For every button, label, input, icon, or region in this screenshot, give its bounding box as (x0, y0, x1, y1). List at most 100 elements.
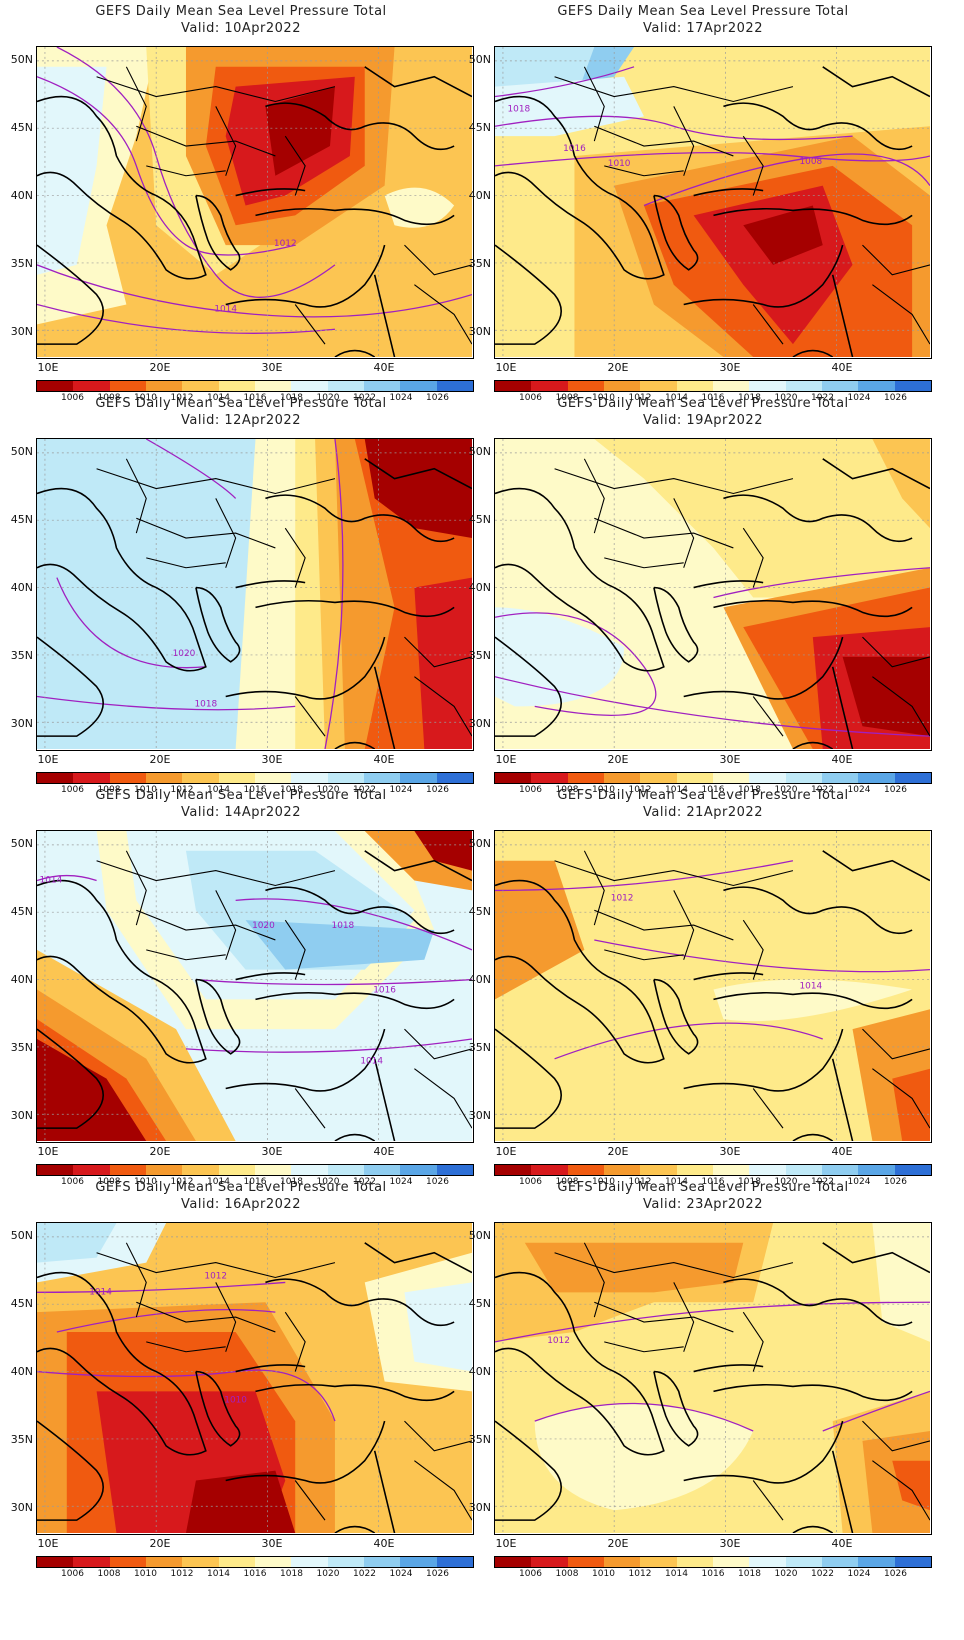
colorbar-label: 1016 (243, 785, 267, 795)
colorbar-label: 1020 (774, 785, 798, 795)
country-border (284, 1311, 306, 1372)
coastline (37, 879, 207, 1064)
coastline (831, 274, 854, 357)
colorbar-label: 1024 (847, 393, 871, 403)
colorbar-label: 1014 (207, 1177, 230, 1187)
colorbar-label: 1006 (61, 785, 84, 795)
isobar-line (56, 577, 206, 669)
coastline (723, 1278, 913, 1327)
map-panel: GEFS Daily Mean Sea Level Pressure Total… (0, 0, 482, 410)
colorbar-swatch (567, 773, 604, 783)
country-border (284, 919, 306, 980)
colorbar-swatch (531, 381, 568, 391)
latitude-label: 40N (468, 973, 491, 986)
colorbar-swatch (603, 1165, 641, 1175)
country-border (872, 676, 930, 737)
isobar-label: 1014 (799, 981, 822, 991)
colorbar-swatch (218, 773, 255, 783)
colorbar-swatch (640, 773, 677, 783)
latitude-label: 50N (10, 1229, 33, 1242)
coastline (822, 1242, 930, 1274)
latitude-label: 35N (10, 1433, 33, 1446)
colorbar-label: 1010 (592, 1177, 615, 1187)
colorbar-label: 1020 (316, 393, 340, 403)
colorbar-swatch (676, 773, 713, 783)
colorbar-swatch (567, 381, 604, 391)
colorbar-swatch (676, 381, 713, 391)
pressure-map: 1014 1020 1018 1016 1014 (36, 830, 474, 1143)
country-border (215, 1282, 237, 1352)
colorbar-label: 1008 (555, 393, 579, 403)
coastline (683, 244, 844, 308)
coastline (713, 599, 913, 618)
latitude-label: 35N (10, 649, 33, 662)
latitude-label: 45N (10, 905, 33, 918)
colorbar (494, 1164, 932, 1176)
colorbar-label: 1014 (665, 1569, 688, 1579)
map-panel: GEFS Daily Mean Sea Level Pressure Total… (462, 0, 944, 410)
isobar-label: 1014 (214, 304, 237, 314)
isobar-label: 1014 (360, 1057, 383, 1067)
pressure-band (364, 439, 472, 539)
pressure-band (594, 439, 930, 598)
colorbar-swatch (785, 1557, 822, 1567)
colorbar-label: 1006 (61, 1569, 84, 1579)
country-border (673, 498, 695, 568)
colorbar-swatch (400, 1165, 437, 1175)
panel-valid-date: Valid: 17Apr2022 (643, 21, 763, 36)
colorbar-label: 1020 (774, 1569, 798, 1579)
colorbar-label: 1026 (884, 785, 907, 795)
coastline (683, 1028, 844, 1092)
coastline (653, 1370, 699, 1447)
colorbar-label: 1024 (389, 393, 413, 403)
isobar-line (56, 1309, 276, 1333)
colorbar-label: 1018 (738, 785, 761, 795)
colorbar-swatch (894, 773, 931, 783)
longitude-label: 10E (495, 1145, 517, 1158)
colorbar-swatch (291, 1557, 328, 1567)
country-border (862, 244, 930, 276)
pressure-field-svg: 1020 1018 (37, 439, 472, 749)
coastline (831, 666, 854, 749)
colorbar-label: 1012 (628, 785, 652, 795)
country-border (215, 498, 237, 568)
colorbar-swatch (37, 773, 74, 783)
country-border (414, 284, 472, 345)
colorbar-swatch (567, 1557, 604, 1567)
country-border (146, 557, 226, 569)
country-border (294, 1480, 326, 1521)
map-panel: GEFS Daily Mean Sea Level Pressure Total… (0, 1176, 482, 1586)
colorbar-label: 1018 (738, 1569, 761, 1579)
pressure-band (713, 979, 913, 1022)
country-border (583, 850, 605, 926)
colorbar (36, 1556, 474, 1568)
latitude-label: 45N (10, 1297, 33, 1310)
longitude-label: 30E (261, 753, 283, 766)
isobar-line (235, 898, 472, 951)
country-border (414, 1068, 472, 1129)
colorbar-label: 1006 (519, 1177, 542, 1187)
longitude-label: 10E (495, 753, 517, 766)
colorbar-label: 1012 (170, 785, 194, 795)
isobar-line (495, 612, 657, 716)
coastline (37, 95, 207, 280)
colorbar-label: 1026 (884, 1569, 907, 1579)
colorbar-label: 1018 (280, 785, 303, 795)
country-border (742, 919, 764, 980)
longitude-label: 20E (149, 361, 171, 374)
colorbar-swatch (218, 1557, 255, 1567)
longitude-label: 40E (831, 753, 853, 766)
colorbar-label: 1024 (389, 1177, 413, 1187)
colorbar-swatch (109, 1165, 146, 1175)
latitude-label: 30N (468, 717, 491, 730)
pressure-band (37, 1223, 117, 1263)
coastline (364, 1242, 472, 1274)
colorbar-label: 1026 (426, 1569, 449, 1579)
colorbar-swatch (640, 1165, 677, 1175)
pressure-band (872, 439, 930, 529)
colorbar-label: 1010 (134, 393, 157, 403)
country-border (96, 860, 336, 887)
panel-valid-date: Valid: 23Apr2022 (643, 1197, 763, 1212)
pressure-band (37, 66, 107, 275)
colorbar-label: 1010 (134, 785, 157, 795)
